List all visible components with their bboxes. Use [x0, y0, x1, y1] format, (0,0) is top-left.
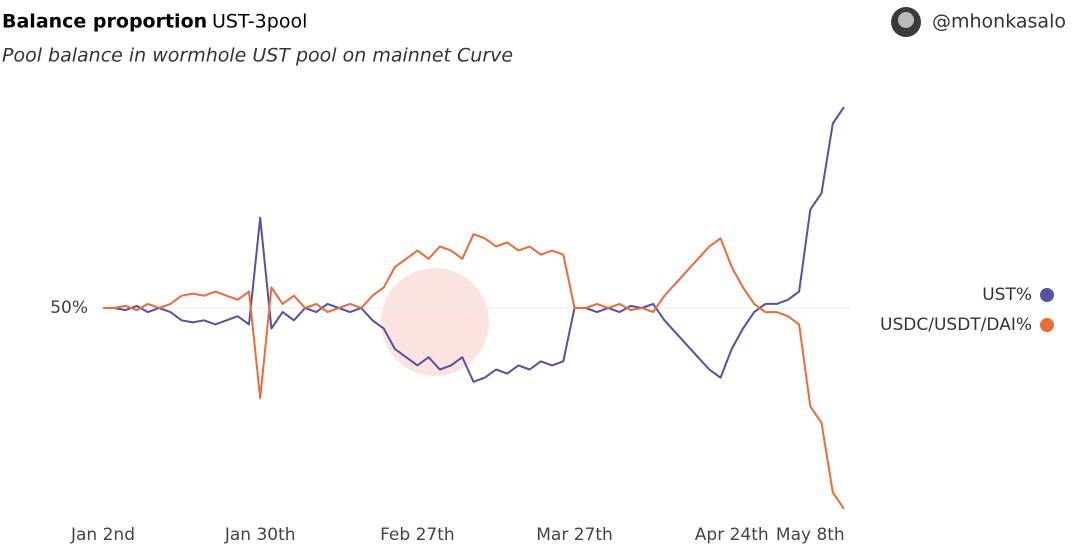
line	[103, 233, 845, 510]
legend-swatch	[1040, 318, 1054, 332]
query-name: UST-3pool	[212, 11, 307, 33]
x-tick-label: Feb 27th	[380, 525, 455, 545]
legend-swatch	[1040, 288, 1054, 302]
chart-subtitle: Pool balance in wormhole UST pool on mai…	[2, 45, 513, 67]
avatar-face	[898, 12, 914, 28]
x-tick-label: Jan 30th	[224, 525, 296, 545]
x-tick-label: Mar 27th	[536, 525, 613, 545]
x-tick-label: May 8th	[776, 525, 845, 545]
line	[103, 106, 845, 383]
x-tick-label: Jan 2nd	[70, 525, 135, 545]
x-tick-label: Apr 24th	[695, 525, 769, 545]
author[interactable]: @mhonkasalo	[932, 11, 1066, 33]
chart-title: Balance proportion	[2, 11, 207, 33]
legend-label: UST%	[982, 285, 1032, 305]
y-tick-label: 50%	[50, 298, 88, 318]
watermark	[381, 268, 489, 376]
legend-label: USDC/USDT/DAI%	[880, 315, 1032, 335]
